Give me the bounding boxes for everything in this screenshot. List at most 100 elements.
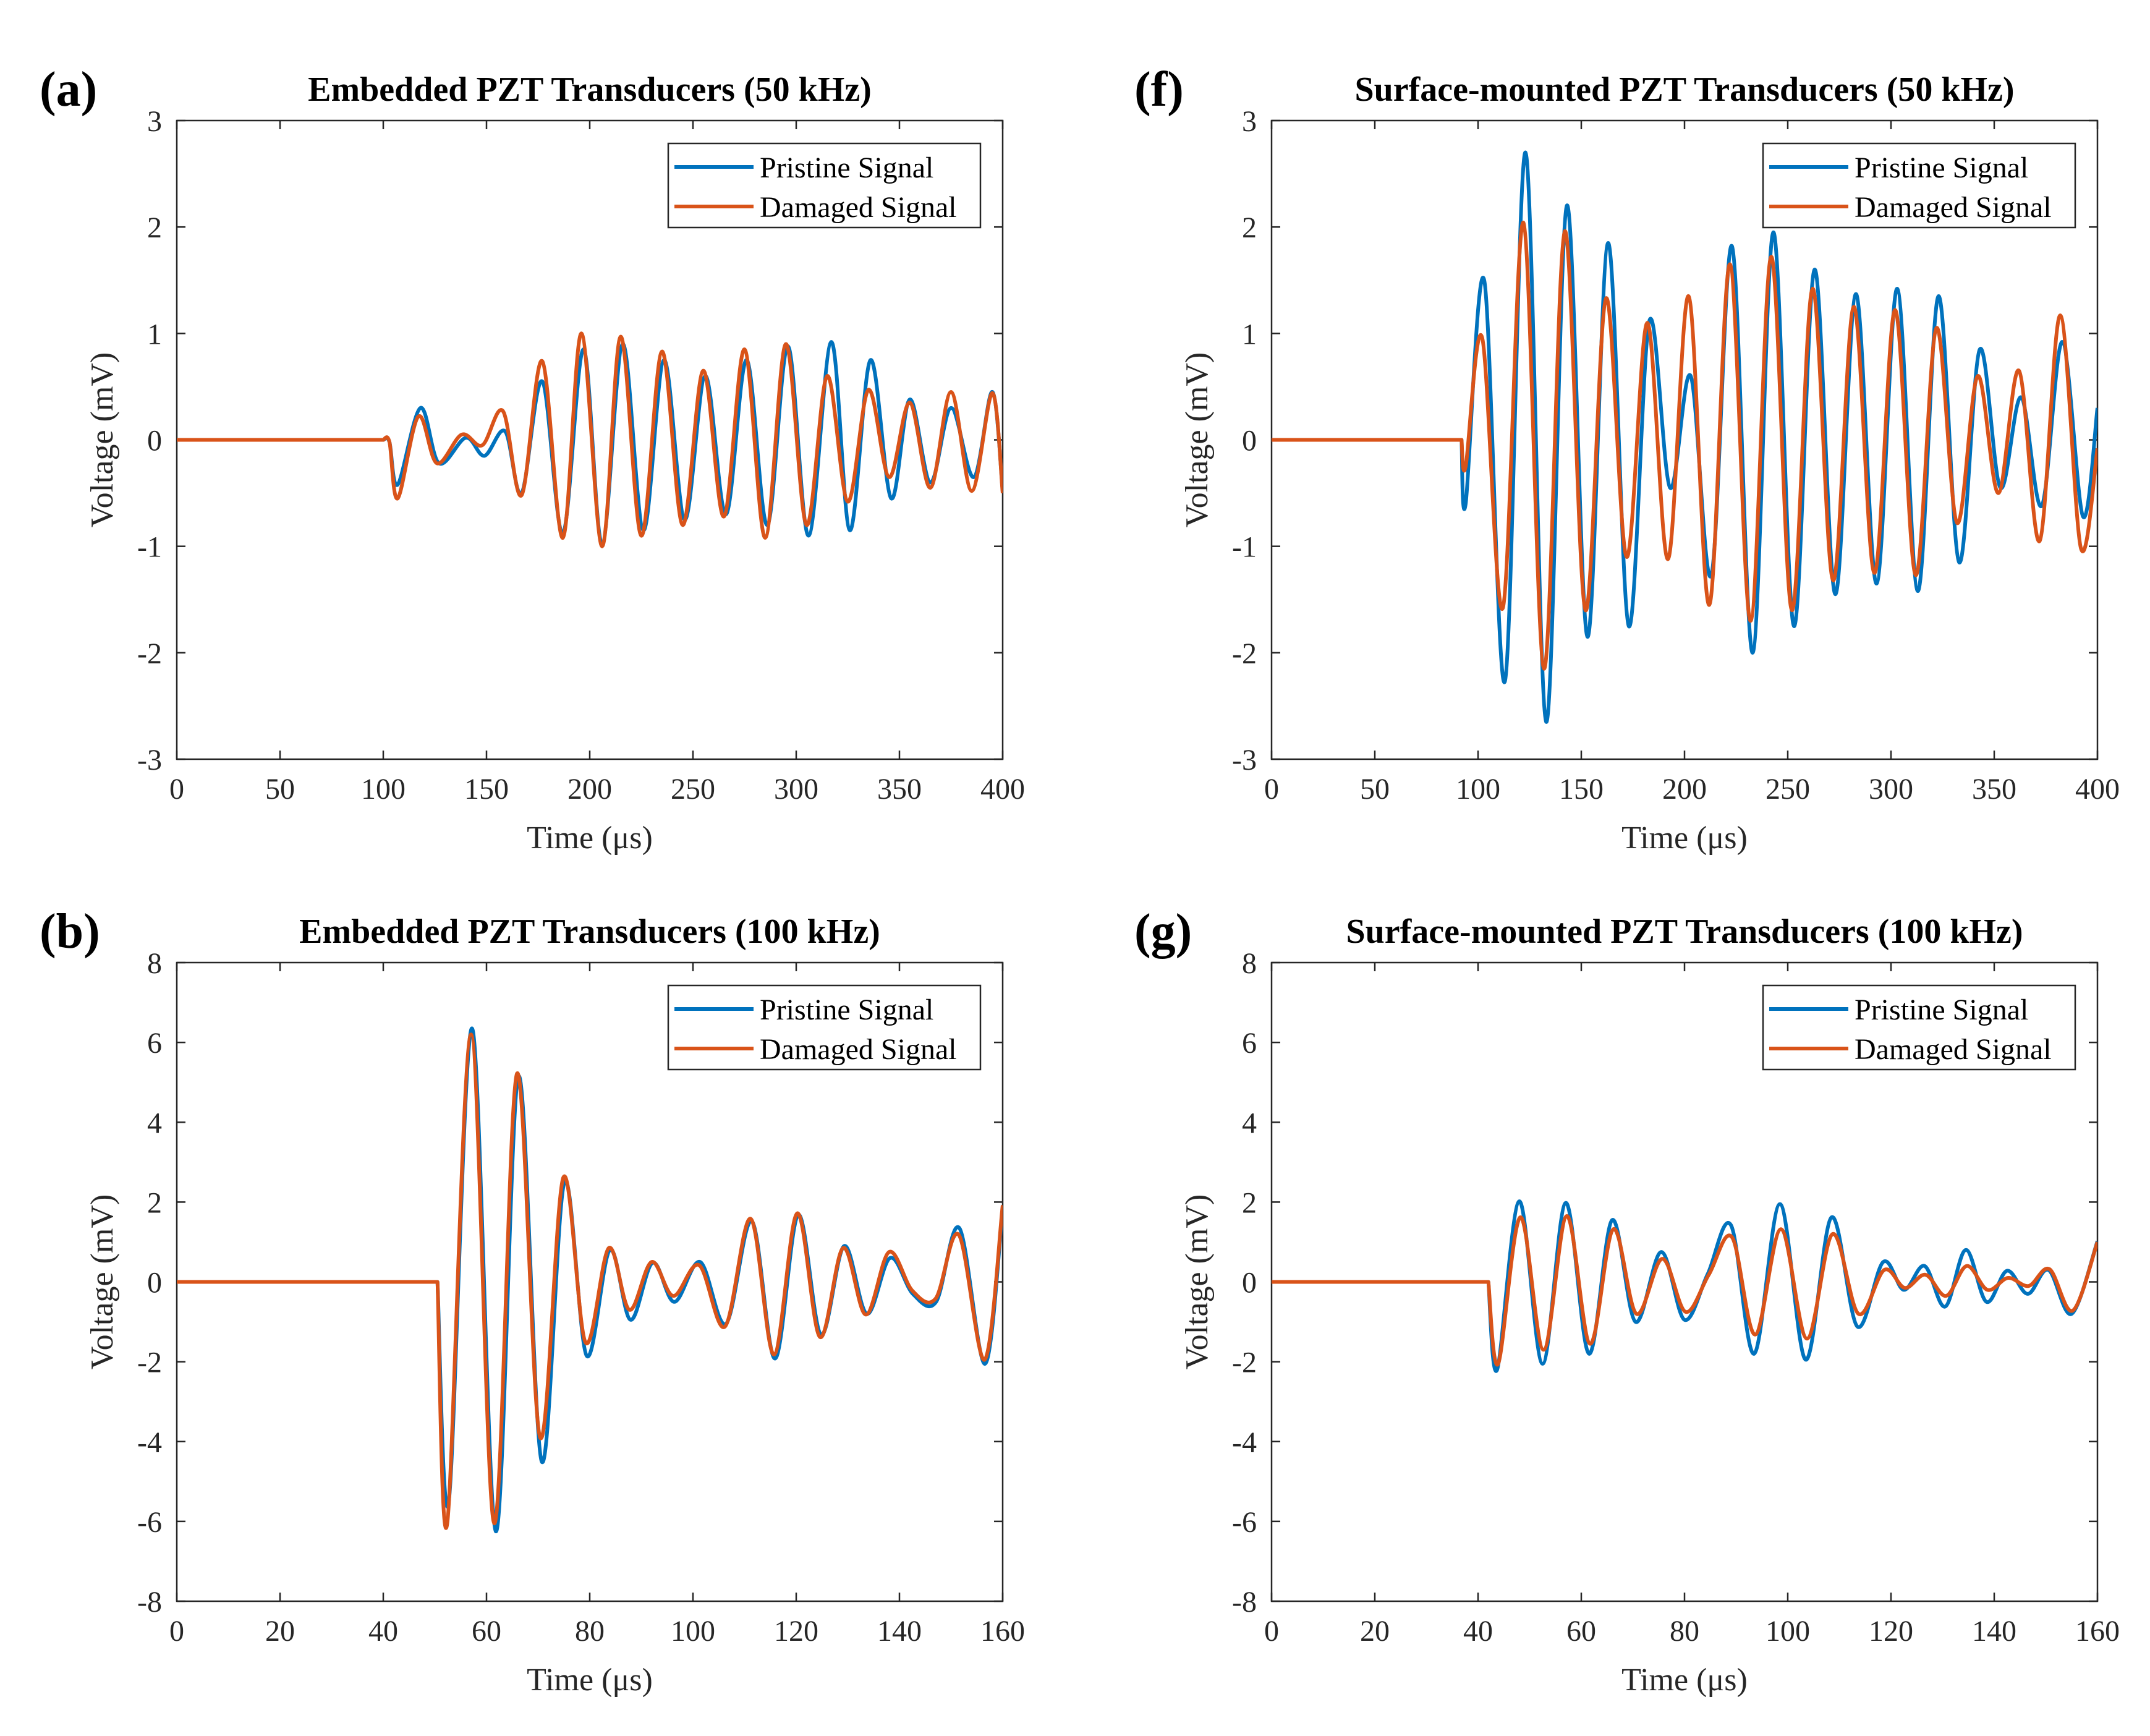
series-line-damaged (177, 331, 1003, 548)
panel-label: (g) (1134, 904, 1192, 959)
y-tick-label: -6 (1232, 1506, 1257, 1539)
x-tick-label: 400 (2075, 773, 2120, 806)
y-tick-label: 0 (147, 425, 162, 457)
legend-box (1762, 984, 2076, 1071)
x-axis-label: Time (μs) (527, 820, 653, 856)
x-axis-label: Time (μs) (527, 1662, 653, 1698)
series-line-pristine (1272, 1199, 2097, 1373)
y-tick-label: 3 (147, 105, 162, 138)
x-tick-label: 100 (1456, 773, 1500, 806)
x-tick-label: 350 (877, 773, 922, 806)
y-tick-label: 1 (147, 318, 162, 351)
y-tick-label: -1 (137, 531, 162, 564)
x-tick-label: 50 (265, 773, 295, 806)
x-tick-label: 40 (368, 1615, 398, 1648)
y-axis-label: Voltage (mV) (85, 352, 120, 528)
chart-title: Embedded PZT Transducers (50 kHz) (308, 70, 872, 109)
y-tick-label: -2 (1232, 637, 1257, 670)
y-tick-label: -8 (1232, 1586, 1257, 1619)
x-tick-label: 0 (169, 773, 184, 806)
x-tick-label: 150 (1559, 773, 1604, 806)
legend-entry: Damaged Signal (760, 1033, 957, 1066)
legend-entry: Pristine Signal (1855, 994, 2028, 1026)
x-tick-label: 160 (2075, 1615, 2120, 1648)
y-tick-label: 2 (147, 1186, 162, 1219)
y-axis-label: Voltage (mV) (85, 1194, 120, 1370)
panel-label: (a) (40, 62, 97, 117)
x-tick-label: 20 (265, 1615, 295, 1648)
panel-b: 0 20 40 60 80 100 120 140 160 -8 -6 -4 -2 0 2 4 6 8 Pristi… (40, 904, 1025, 1698)
y-tick-label: 8 (147, 947, 162, 980)
x-tick-label: 120 (774, 1615, 818, 1648)
x-tick-label: 140 (877, 1615, 922, 1648)
y-tick-label: -1 (1232, 531, 1257, 564)
x-tick-label: 80 (1670, 1615, 1699, 1648)
y-axis-label: Voltage (mV) (1179, 352, 1215, 528)
y-tick-label: 4 (1242, 1107, 1257, 1139)
legend-entry: Damaged Signal (760, 191, 957, 224)
series-line-pristine (1272, 150, 2097, 724)
x-tick-label: 80 (575, 1615, 605, 1648)
y-tick-label: 1 (1242, 318, 1257, 351)
y-tick-label: 0 (147, 1267, 162, 1300)
x-tick-label: 100 (361, 773, 406, 806)
x-axis-label: Time (μs) (1621, 820, 1748, 856)
y-tick-label: -6 (137, 1506, 162, 1539)
panel-a: 0 50 100 150 200 250 300 350 400 -3 -2 -1 0 1 2 3 Pristi… (40, 62, 1025, 856)
x-tick-label: 100 (1765, 1615, 1810, 1648)
x-tick-label: 0 (1264, 773, 1279, 806)
y-tick-label: -3 (137, 744, 162, 777)
x-tick-label: 40 (1463, 1615, 1493, 1648)
chart-title: Embedded PZT Transducers (100 kHz) (299, 913, 880, 951)
legend-entry: Damaged Signal (1855, 191, 2052, 224)
y-tick-label: 4 (147, 1107, 162, 1139)
x-tick-label: 300 (774, 773, 818, 806)
panel-label: (b) (40, 904, 100, 959)
x-tick-label: 250 (1765, 773, 1810, 806)
x-tick-label: 200 (1662, 773, 1707, 806)
legend-entry: Pristine Signal (760, 994, 933, 1026)
y-tick-label: -2 (137, 637, 162, 670)
legend-box (1762, 142, 2076, 229)
x-tick-label: 200 (567, 773, 612, 806)
x-tick-label: 100 (671, 1615, 715, 1648)
legend-entry: Pristine Signal (760, 151, 933, 184)
legend-entry: Pristine Signal (1855, 151, 2028, 184)
x-tick-label: 60 (1566, 1615, 1596, 1648)
x-tick-label: 300 (1869, 773, 1913, 806)
legend-box (667, 142, 982, 229)
y-tick-label: -4 (1232, 1426, 1257, 1459)
panel-g: 0 20 40 60 80 100 120 140 160 -8 -6 -4 -2 0 2 4 6 8 Pristi… (1134, 904, 2120, 1698)
legend-box (667, 984, 982, 1071)
y-tick-label: 0 (1242, 1267, 1257, 1300)
series-line-damaged (177, 1032, 1003, 1530)
y-tick-label: 2 (1242, 211, 1257, 244)
series-line-damaged (1272, 1214, 2097, 1367)
legend-entry: Damaged Signal (1855, 1033, 2052, 1066)
series-line-damaged (1272, 221, 2097, 671)
chart-title: Surface-mounted PZT Transducers (100 kHz… (1346, 913, 2023, 951)
x-tick-label: 250 (671, 773, 715, 806)
y-tick-label: 6 (147, 1027, 162, 1060)
x-tick-label: 60 (472, 1615, 501, 1648)
y-tick-label: -2 (137, 1347, 162, 1379)
y-tick-label: 0 (1242, 425, 1257, 457)
x-tick-label: 20 (1360, 1615, 1390, 1648)
x-tick-label: 150 (464, 773, 509, 806)
x-tick-label: 120 (1869, 1615, 1913, 1648)
x-tick-label: 50 (1360, 773, 1390, 806)
y-tick-label: -3 (1232, 744, 1257, 777)
x-tick-label: 160 (980, 1615, 1025, 1648)
panel-label: (f) (1134, 62, 1184, 117)
x-tick-label: 140 (1972, 1615, 2016, 1648)
series-line-pristine (177, 340, 1003, 547)
y-tick-label: 2 (147, 211, 162, 244)
y-axis-label: Voltage (mV) (1179, 1194, 1215, 1370)
y-tick-label: 6 (1242, 1027, 1257, 1060)
y-tick-label: -4 (137, 1426, 162, 1459)
x-tick-label: 400 (980, 773, 1025, 806)
x-tick-label: 0 (1264, 1615, 1279, 1648)
y-tick-label: -8 (137, 1586, 162, 1619)
y-tick-label: -2 (1232, 1347, 1257, 1379)
